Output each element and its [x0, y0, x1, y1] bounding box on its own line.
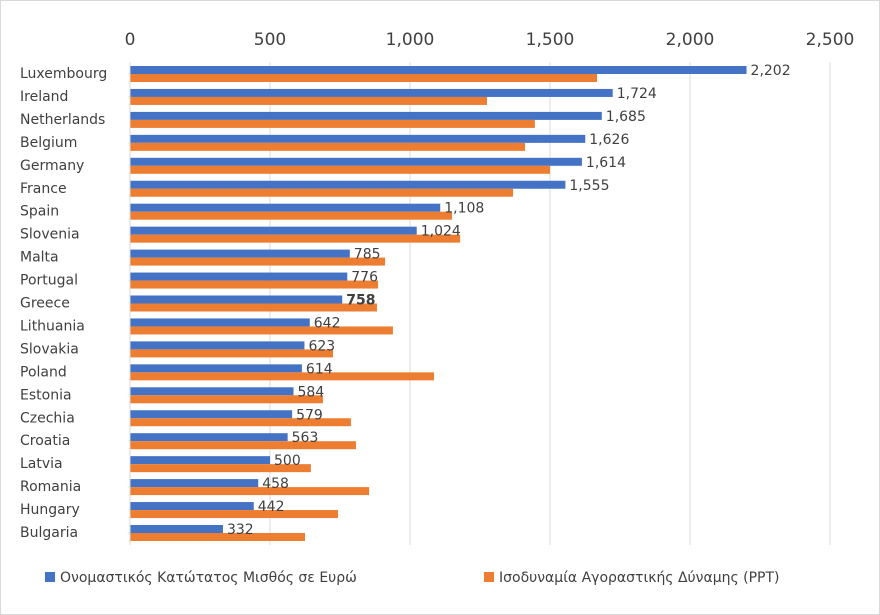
legend-label: Ισοδυναμία Αγοραστικής Δύναμης (PPT) — [499, 570, 780, 586]
bar — [130, 257, 386, 266]
bar — [130, 395, 323, 404]
y-tick-label: Ireland — [20, 89, 68, 105]
data-label: 563 — [292, 430, 319, 446]
y-tick-label: Czechia — [20, 410, 75, 426]
bar — [130, 433, 288, 442]
y-tick-label: Slovakia — [20, 341, 79, 357]
x-tick-label: 1,000 — [386, 30, 435, 50]
data-label: 1,626 — [589, 132, 629, 148]
bar — [130, 349, 333, 358]
y-tick-label: Romania — [20, 479, 81, 495]
data-label: 623 — [308, 338, 335, 354]
bar — [130, 165, 550, 174]
y-tick-label: Estonia — [20, 387, 72, 403]
x-tick-label: 2,500 — [806, 30, 855, 50]
data-label: 579 — [296, 407, 323, 423]
y-tick-label: Latvia — [20, 456, 63, 472]
data-label: 500 — [274, 453, 301, 469]
y-tick-label: Lithuania — [20, 318, 85, 334]
data-label: 442 — [258, 499, 285, 515]
bar — [130, 234, 461, 243]
y-tick-label: Croatia — [20, 433, 70, 449]
bar — [130, 226, 417, 235]
bar — [130, 142, 526, 151]
bar — [130, 441, 356, 450]
bar — [130, 502, 254, 511]
x-tick-label: 0 — [125, 30, 136, 50]
data-label: 785 — [354, 247, 381, 263]
bar — [130, 66, 747, 74]
data-label: 1,108 — [444, 201, 484, 217]
data-label: 642 — [314, 315, 341, 331]
y-tick-label: Germany — [20, 158, 84, 174]
bar — [130, 88, 613, 97]
data-label: 1,685 — [606, 109, 646, 125]
data-label: 1,555 — [569, 178, 609, 194]
y-tick-label: Slovenia — [20, 227, 80, 243]
y-tick-label: France — [20, 181, 67, 197]
y-tick-label: Poland — [20, 364, 67, 380]
bar — [130, 318, 310, 327]
y-tick-label: Portugal — [20, 273, 78, 289]
bar — [130, 211, 452, 220]
data-label: 758 — [346, 293, 375, 309]
y-tick-label: Malta — [20, 250, 59, 266]
data-label: 1,024 — [421, 224, 461, 240]
y-tick-label: Netherlands — [20, 112, 105, 128]
data-label: 458 — [262, 476, 289, 492]
y-tick-label: Luxembourg — [20, 66, 107, 82]
x-tick-label: 1,500 — [526, 30, 575, 50]
bar — [130, 464, 311, 473]
bar — [130, 111, 602, 120]
bar — [130, 410, 293, 419]
bar — [130, 479, 259, 488]
bar — [130, 134, 586, 143]
bar — [130, 303, 377, 312]
bar — [130, 326, 393, 335]
bar — [130, 96, 487, 105]
legend-label: Ονομαστικός Κατώτατος Μισθός σε Ευρώ — [60, 570, 357, 586]
bar — [130, 157, 582, 166]
data-label: 1,724 — [617, 86, 657, 102]
bar — [130, 525, 223, 533]
bar — [130, 364, 302, 373]
y-tick-label: Spain — [20, 204, 59, 220]
y-tick-label: Greece — [20, 296, 70, 312]
bar — [130, 456, 270, 465]
bar — [130, 487, 370, 496]
bar — [130, 372, 435, 381]
bar — [130, 188, 514, 197]
legend-swatch — [484, 572, 494, 582]
y-tick-label: Bulgaria — [20, 525, 78, 541]
bar — [130, 280, 379, 289]
y-tick-label: Belgium — [20, 135, 77, 151]
bar — [130, 295, 343, 304]
bar — [130, 341, 305, 350]
bar — [130, 119, 535, 128]
bar — [130, 74, 598, 82]
y-tick-label: Hungary — [20, 502, 80, 518]
bar — [130, 249, 350, 258]
bar — [130, 180, 566, 189]
data-label: 776 — [351, 270, 378, 286]
data-label: 584 — [298, 384, 325, 400]
legend-swatch — [45, 572, 55, 582]
data-label: 1,614 — [586, 155, 626, 171]
data-label: 332 — [227, 522, 254, 538]
bar — [130, 387, 294, 396]
bar — [130, 418, 351, 427]
data-label: 614 — [306, 361, 333, 377]
x-tick-label: 500 — [254, 30, 286, 50]
bar — [130, 272, 348, 281]
data-label: 2,202 — [751, 63, 791, 79]
x-tick-label: 2,000 — [666, 30, 715, 50]
bar — [130, 533, 305, 541]
bar — [130, 510, 339, 519]
bar — [130, 203, 441, 212]
